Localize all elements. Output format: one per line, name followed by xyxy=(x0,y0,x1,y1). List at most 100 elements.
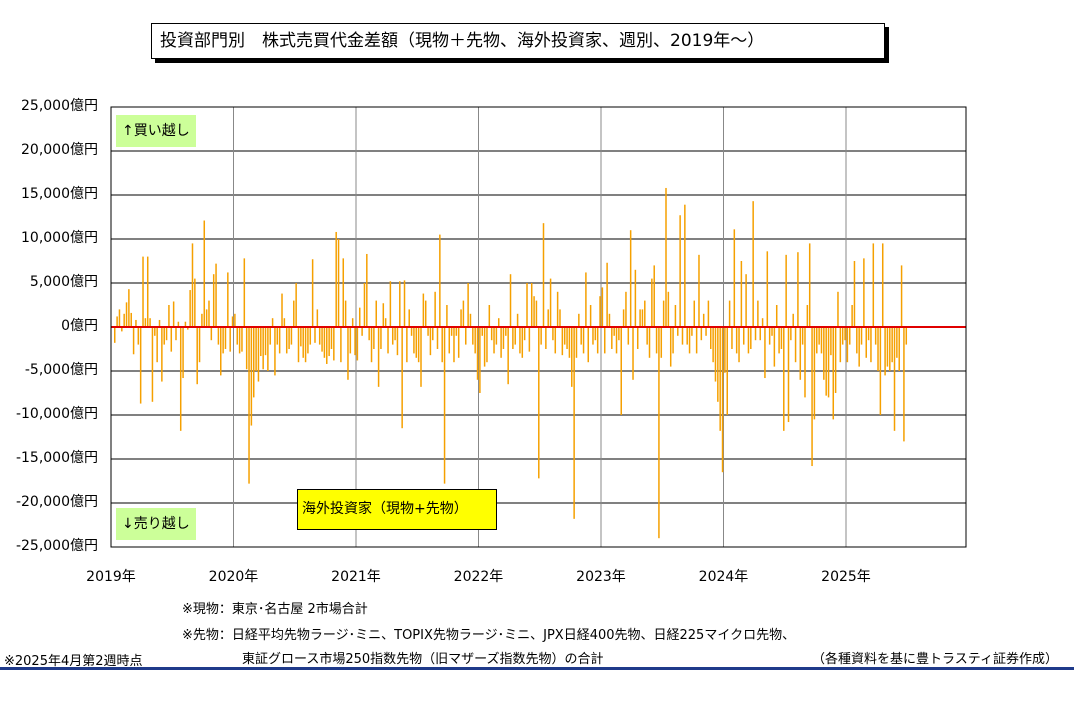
bar xyxy=(231,316,234,327)
bar xyxy=(342,258,345,327)
bar xyxy=(622,309,625,327)
bar xyxy=(488,305,491,327)
bar xyxy=(215,263,217,327)
bar xyxy=(863,258,865,327)
bar xyxy=(137,327,140,345)
bar xyxy=(820,327,823,354)
bar xyxy=(205,309,208,327)
bar xyxy=(243,258,246,327)
bar xyxy=(307,327,309,354)
bar xyxy=(893,327,896,431)
bar xyxy=(443,327,446,484)
bar xyxy=(347,327,349,380)
bar xyxy=(778,327,780,354)
bar xyxy=(646,327,648,345)
bar xyxy=(165,327,168,341)
bar xyxy=(636,327,639,349)
bar xyxy=(300,327,302,347)
bar xyxy=(429,327,432,356)
bar xyxy=(865,327,867,358)
x-tick-label: 2021年 xyxy=(331,569,381,585)
bar xyxy=(606,262,608,327)
bar xyxy=(639,309,641,327)
bar xyxy=(116,316,118,327)
bar xyxy=(158,319,161,327)
bar xyxy=(792,313,794,327)
bar xyxy=(538,327,540,479)
bar xyxy=(424,300,427,327)
bar xyxy=(170,327,173,352)
bar xyxy=(679,215,681,327)
y-tick-label: -15,000億円 xyxy=(15,450,98,466)
bar xyxy=(589,305,592,327)
bar xyxy=(208,300,210,327)
bar xyxy=(563,327,566,345)
bar xyxy=(613,327,615,336)
bar xyxy=(797,252,799,327)
bar xyxy=(740,261,743,327)
bar xyxy=(351,318,354,327)
bar xyxy=(399,281,401,327)
bar xyxy=(441,327,443,363)
plot-frame xyxy=(110,106,967,548)
bar xyxy=(611,327,613,349)
bar xyxy=(333,327,335,361)
bar xyxy=(394,327,396,341)
bar xyxy=(712,327,714,363)
bar xyxy=(229,327,231,352)
bar xyxy=(514,327,516,345)
bar xyxy=(290,327,293,345)
bar xyxy=(846,327,849,363)
y-tick-label: 15,000億円 xyxy=(21,186,98,202)
bar xyxy=(427,327,429,336)
bar xyxy=(698,254,700,327)
bar xyxy=(125,302,128,327)
x-tick-label: 2025年 xyxy=(821,569,871,585)
bar xyxy=(328,327,330,357)
bar xyxy=(601,287,604,327)
bar xyxy=(879,327,882,415)
bar xyxy=(860,327,863,345)
bar xyxy=(274,327,276,376)
bar xyxy=(830,327,832,356)
bar xyxy=(733,229,736,327)
bar xyxy=(681,327,684,345)
bar xyxy=(634,269,637,327)
note-source: （各種資料を基に豊トラスティ証券作成） xyxy=(812,652,1058,667)
bar xyxy=(354,327,356,356)
bar xyxy=(502,327,505,349)
bar xyxy=(469,313,472,327)
bar xyxy=(790,327,792,341)
bar xyxy=(144,318,147,327)
bar xyxy=(523,327,526,341)
bar xyxy=(688,327,691,354)
y-tick-label: 0億円 xyxy=(61,318,98,334)
bar xyxy=(858,327,860,367)
bar xyxy=(881,243,884,327)
bar xyxy=(700,327,703,341)
bar xyxy=(288,327,290,349)
bar xyxy=(596,327,599,354)
bar xyxy=(526,283,528,327)
bar xyxy=(884,327,886,376)
bar xyxy=(533,296,535,327)
bar xyxy=(726,327,728,415)
bar xyxy=(335,231,337,327)
bar xyxy=(618,327,620,341)
bar xyxy=(446,305,448,327)
bar xyxy=(260,327,262,357)
note-spot: ※現物：東京･名古屋 2市場合計 xyxy=(182,602,368,617)
bar xyxy=(761,318,764,327)
bar xyxy=(773,327,776,367)
bar xyxy=(662,300,665,327)
bar xyxy=(844,327,846,341)
bar xyxy=(592,327,594,345)
bar xyxy=(220,327,222,376)
bar xyxy=(465,327,467,345)
bar xyxy=(573,327,575,519)
bar xyxy=(837,291,839,327)
bar xyxy=(870,327,872,363)
note-futures-1: ※先物：日経平均先物ラージ･ミニ、TOPIX先物ラージ･ミニ、JPX日経400先… xyxy=(182,628,796,643)
bar xyxy=(705,327,707,336)
bar xyxy=(222,327,224,354)
